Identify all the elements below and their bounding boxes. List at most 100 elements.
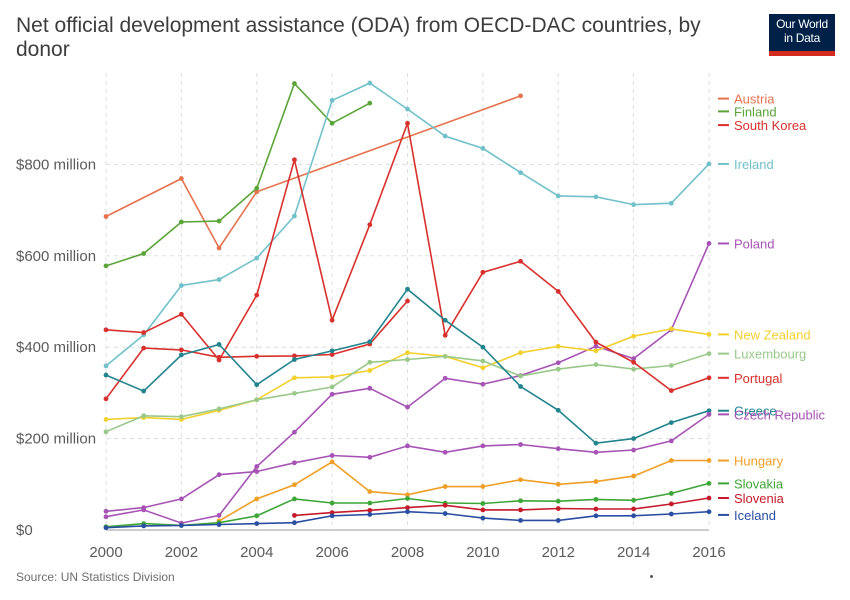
legend-item[interactable]: Slovakia	[718, 476, 784, 491]
data-point[interactable]	[329, 317, 335, 323]
data-point[interactable]	[668, 511, 674, 517]
data-point[interactable]	[706, 509, 712, 515]
data-point[interactable]	[367, 368, 373, 373]
data-point[interactable]	[442, 133, 448, 139]
data-point[interactable]	[593, 449, 599, 455]
data-point[interactable]	[254, 521, 260, 527]
data-point[interactable]	[103, 417, 109, 422]
legend-item[interactable]: Iceland	[718, 508, 776, 523]
data-point[interactable]	[631, 333, 637, 339]
data-point[interactable]	[405, 509, 410, 515]
data-point[interactable]	[329, 352, 335, 357]
series-line[interactable]	[105, 82, 371, 267]
data-point[interactable]	[292, 496, 297, 502]
data-point[interactable]	[480, 381, 486, 387]
data-point[interactable]	[254, 185, 260, 191]
data-point[interactable]	[216, 522, 222, 527]
data-point[interactable]	[367, 385, 373, 391]
data-point[interactable]	[292, 375, 297, 381]
data-point[interactable]	[518, 507, 523, 513]
data-point[interactable]	[668, 501, 674, 507]
data-point[interactable]	[367, 507, 373, 513]
data-point[interactable]	[367, 222, 373, 228]
data-point[interactable]	[405, 443, 410, 449]
data-point[interactable]	[103, 363, 109, 369]
data-point[interactable]	[216, 277, 222, 282]
data-point[interactable]	[329, 98, 335, 103]
data-point[interactable]	[178, 311, 184, 317]
data-point[interactable]	[141, 505, 147, 511]
data-point[interactable]	[593, 506, 599, 512]
data-point[interactable]	[480, 146, 486, 151]
data-point[interactable]	[668, 326, 674, 332]
data-point[interactable]	[706, 458, 712, 463]
data-point[interactable]	[367, 339, 373, 345]
data-point[interactable]	[555, 289, 561, 294]
data-point[interactable]	[631, 366, 637, 372]
data-point[interactable]	[292, 482, 297, 488]
data-point[interactable]	[480, 358, 486, 364]
data-point[interactable]	[292, 353, 297, 359]
data-point[interactable]	[518, 350, 523, 356]
data-point[interactable]	[631, 447, 637, 453]
legend-item[interactable]: Finland	[718, 104, 777, 119]
data-point[interactable]	[141, 345, 147, 351]
data-point[interactable]	[292, 512, 297, 518]
data-point[interactable]	[254, 382, 260, 388]
data-point[interactable]	[254, 469, 260, 474]
data-point[interactable]	[706, 495, 712, 501]
data-point[interactable]	[555, 506, 561, 511]
data-point[interactable]	[593, 339, 599, 345]
data-point[interactable]	[668, 388, 674, 394]
data-point[interactable]	[141, 413, 147, 419]
data-point[interactable]	[480, 344, 486, 350]
data-point[interactable]	[631, 513, 637, 519]
data-point[interactable]	[254, 496, 260, 502]
data-point[interactable]	[103, 372, 109, 378]
data-point[interactable]	[254, 513, 260, 519]
data-point[interactable]	[706, 332, 712, 337]
data-point[interactable]	[480, 484, 486, 489]
data-point[interactable]	[631, 202, 637, 208]
data-point[interactable]	[254, 464, 260, 469]
data-point[interactable]	[442, 332, 448, 338]
legend-item[interactable]: Luxembourg	[718, 347, 806, 362]
legend-item[interactable]: Portugal	[718, 371, 783, 386]
data-point[interactable]	[103, 327, 109, 333]
data-point[interactable]	[216, 218, 222, 224]
data-point[interactable]	[367, 359, 373, 365]
data-point[interactable]	[668, 438, 674, 444]
data-point[interactable]	[329, 120, 335, 126]
data-point[interactable]	[442, 375, 448, 381]
data-point[interactable]	[329, 500, 335, 506]
data-point[interactable]	[668, 200, 674, 206]
series-line[interactable]	[105, 95, 521, 250]
data-point[interactable]	[518, 384, 523, 389]
data-point[interactable]	[141, 251, 147, 256]
data-point[interactable]	[518, 258, 523, 264]
data-point[interactable]	[442, 511, 448, 516]
data-point[interactable]	[178, 283, 184, 288]
data-point[interactable]	[103, 429, 109, 435]
data-point[interactable]	[367, 500, 373, 506]
data-point[interactable]	[555, 366, 561, 372]
data-point[interactable]	[518, 498, 523, 504]
data-point[interactable]	[178, 414, 184, 420]
legend-item[interactable]: Czech Republic	[718, 407, 826, 422]
data-point[interactable]	[593, 343, 599, 349]
data-point[interactable]	[405, 496, 410, 501]
data-point[interactable]	[480, 507, 486, 513]
data-point[interactable]	[141, 388, 147, 394]
legend-item[interactable]: Greece	[718, 404, 777, 419]
data-point[interactable]	[329, 348, 335, 354]
data-point[interactable]	[292, 357, 297, 362]
data-point[interactable]	[216, 406, 222, 412]
data-point[interactable]	[593, 496, 599, 502]
series-line[interactable]	[218, 459, 709, 522]
data-point[interactable]	[631, 436, 637, 441]
data-point[interactable]	[631, 359, 637, 365]
data-point[interactable]	[329, 384, 335, 390]
data-point[interactable]	[254, 292, 260, 298]
data-point[interactable]	[405, 286, 410, 292]
data-point[interactable]	[405, 120, 410, 126]
